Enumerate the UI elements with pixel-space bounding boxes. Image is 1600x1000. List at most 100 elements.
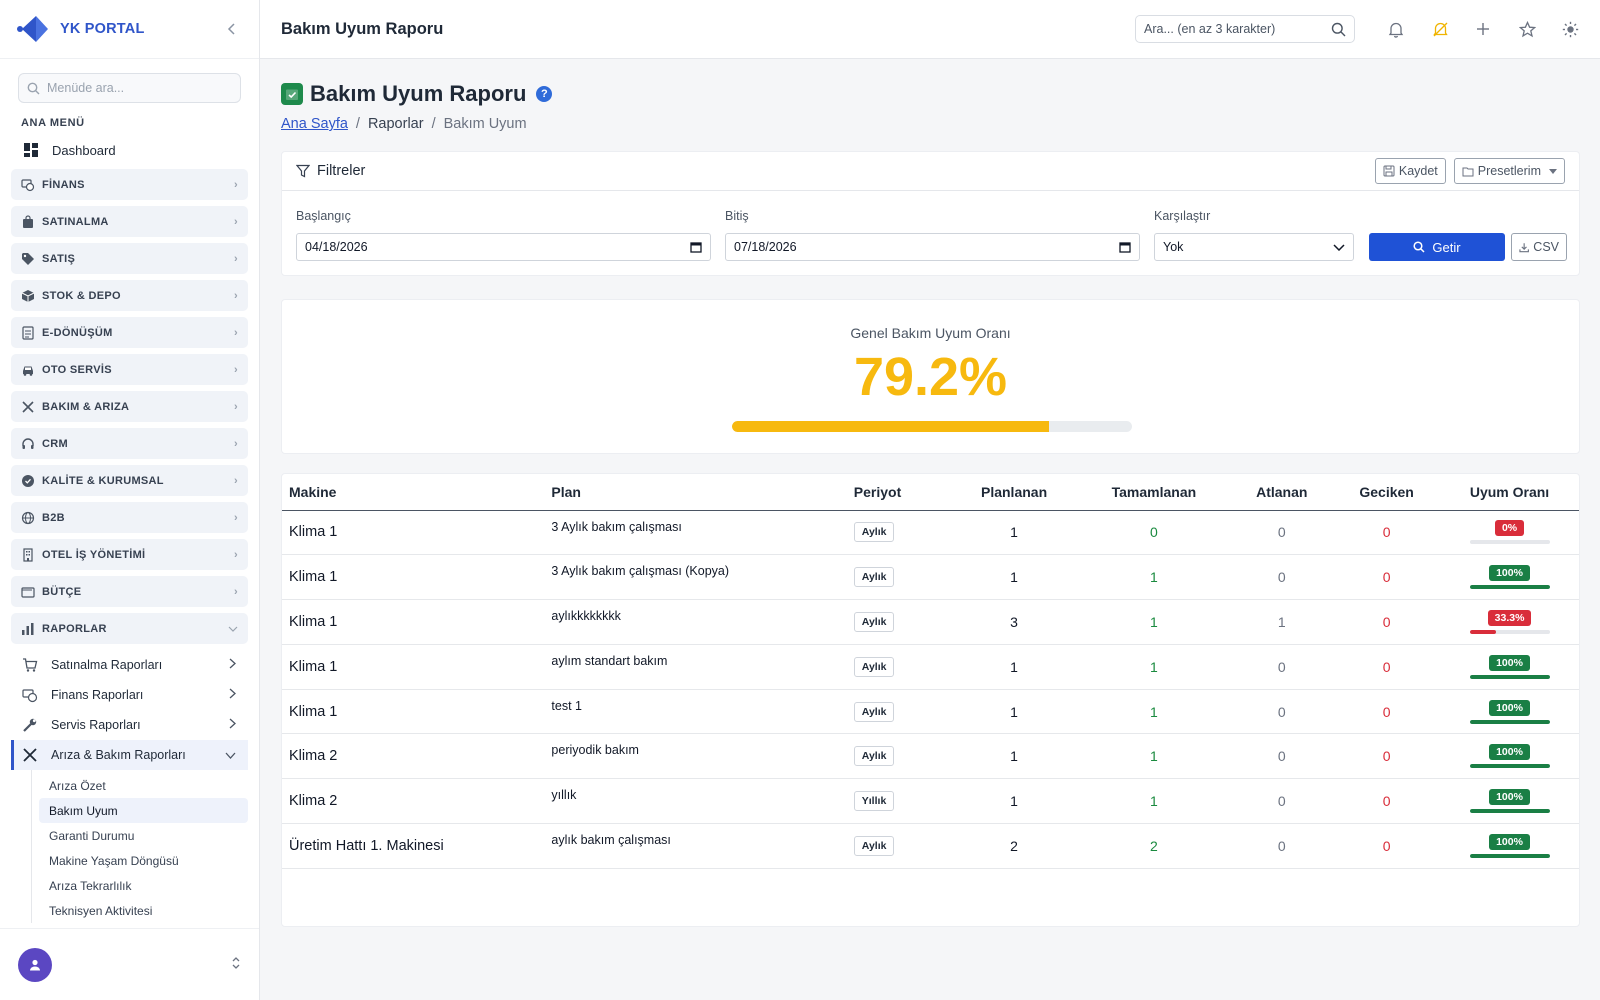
sidebar-group-stok-depo[interactable]: STOK & DEPO ›	[11, 280, 248, 311]
folder-icon	[1462, 167, 1474, 176]
rate-bar-fill	[1469, 809, 1550, 814]
period-badge: Aylık	[853, 567, 895, 588]
sidebar-group-satinalma[interactable]: SATINALMA ›	[11, 206, 248, 237]
star-icon[interactable]	[1516, 18, 1538, 40]
presets-label: Presetlerim	[1477, 164, 1541, 178]
cell-completed: 0	[1150, 524, 1158, 541]
search-icon[interactable]	[1331, 22, 1346, 37]
cell-machine: Klima 1	[289, 703, 338, 720]
overall-compliance-bar	[732, 421, 1132, 432]
bell-off-icon[interactable]	[1429, 18, 1451, 40]
rate-bar	[1469, 674, 1550, 679]
help-icon[interactable]: ?	[536, 86, 553, 102]
rate-bar	[1469, 629, 1550, 634]
table-row[interactable]: Klima 1 aylıkkkkkkkk Aylık 3 1 1 0 33.3%	[282, 600, 1579, 645]
avatar[interactable]	[18, 947, 52, 982]
sidebar-group-e-donusum[interactable]: E-DÖNÜŞÜM ›	[11, 317, 248, 348]
sidebar-item-dashboard[interactable]: Dashboard	[0, 137, 259, 163]
sidebar-item-servis-raporlari[interactable]: Servis Raporları	[11, 710, 248, 740]
sidebar-leaf-makine-yasam-dongusu[interactable]: Makine Yaşam Döngüsü	[49, 853, 179, 868]
table-row[interactable]: Üretim Hattı 1. Makinesi aylık bakım çalı…	[282, 824, 1579, 869]
sidebar-group-butce[interactable]: BÜTÇE ›	[11, 576, 248, 607]
calendar-icon[interactable]	[1119, 241, 1131, 253]
cell-completed: 1	[1150, 613, 1158, 630]
plus-icon[interactable]	[1472, 18, 1494, 40]
column-header-geciken[interactable]: Geciken	[1359, 483, 1414, 500]
fetch-button[interactable]: Getir	[1369, 233, 1505, 261]
cell-skipped: 0	[1277, 837, 1286, 854]
collapse-sidebar-icon[interactable]	[221, 18, 243, 40]
cell-plan: 3 Aylık bakım çalışması	[551, 519, 682, 534]
column-header-tamamlanan[interactable]: Tamamlanan	[1111, 483, 1197, 500]
expand-updown-icon[interactable]	[231, 956, 241, 973]
csv-export-button[interactable]: CSV	[1511, 233, 1567, 261]
table-row[interactable]: Klima 2 periyodik bakım Aylık 1 1 0 0 100%	[282, 734, 1579, 779]
finance-icon	[21, 178, 35, 192]
table-row[interactable]: Klima 2 yıllık Yıllık 1 1 0 0 100%	[282, 779, 1579, 824]
sun-icon[interactable]	[1559, 18, 1581, 40]
sidebar-group-finans[interactable]: FİNANS ›	[11, 169, 248, 200]
brand-logo[interactable]	[16, 12, 50, 46]
compliance-table: Makine Plan Periyot Planlanan Tamamlanan…	[282, 474, 1579, 869]
rate-badge: 0%	[1494, 520, 1525, 537]
sidebar-group-bakim-ariza[interactable]: BAKIM & ARIZA ›	[11, 391, 248, 422]
sidebar-leaf-teknisyen-aktivitesi[interactable]: Teknisyen Aktivitesi	[49, 903, 153, 918]
compare-value: Yok	[1163, 240, 1184, 254]
table-row[interactable]: Klima 1 3 Aylık bakım çalışması (Kopya) Ay…	[282, 555, 1579, 600]
sidebar-leaf-ariza-ozet[interactable]: Arıza Özet	[49, 778, 106, 793]
start-date-label: Başlangıç	[296, 209, 351, 223]
table-row[interactable]: Klima 1 3 Aylık bakım çalışması Aylık 1 0 0 0 0…	[282, 510, 1579, 555]
column-header-atlanan[interactable]: Atlanan	[1256, 483, 1308, 500]
sidebar-group-oto-servis[interactable]: OTO SERVİS ›	[11, 354, 248, 385]
sidebar-leaf-ariza-tekrarlilik[interactable]: Arıza Tekrarlılık	[49, 878, 132, 893]
search-icon	[1413, 241, 1425, 253]
document-icon	[21, 325, 35, 340]
tools-icon	[21, 400, 35, 414]
bell-icon[interactable]	[1385, 18, 1407, 40]
period-badge: Aylık	[853, 522, 895, 543]
sidebar-group-otel[interactable]: OTEL İŞ YÖNETİMİ ›	[11, 539, 248, 570]
calendar-icon[interactable]	[690, 241, 702, 253]
column-header-plan[interactable]: Plan	[551, 483, 581, 500]
start-date-input[interactable]: 04/18/2026	[296, 233, 711, 261]
global-search-input[interactable]: Ara... (en az 3 karakter)	[1135, 15, 1355, 43]
sidebar-group-crm[interactable]: CRM ›	[11, 428, 248, 459]
sidebar-group-satis[interactable]: SATIŞ ›	[11, 243, 248, 274]
overall-compliance-bar-fill	[732, 421, 1049, 432]
sidebar-group-label: E-DÖNÜŞÜM	[42, 326, 113, 339]
breadcrumb-home-link[interactable]: Ana Sayfa	[281, 116, 348, 132]
table-row[interactable]: Klima 1 aylım standart bakım Aylık 1 1 0 0 100%	[282, 644, 1579, 690]
sidebar-item-satinalma-raporlari[interactable]: Satınalma Raporları	[11, 650, 248, 680]
sidebar-item-finans-raporlari[interactable]: Finans Raporları	[11, 680, 248, 710]
cell-late: 0	[1382, 703, 1391, 720]
sidebar-leaf-garanti-durumu[interactable]: Garanti Durumu	[49, 828, 135, 843]
compare-select[interactable]: Yok	[1154, 233, 1354, 261]
column-header-makine[interactable]: Makine	[289, 483, 337, 500]
rate-badge: 100%	[1489, 654, 1530, 671]
overall-compliance-value: 79.2%	[853, 347, 1008, 407]
dashboard-icon	[24, 143, 38, 157]
sidebar-group-kalite[interactable]: KALİTE & KURUMSAL ›	[11, 465, 248, 496]
table-row[interactable]: Klima 1 test 1 Aylık 1 1 0 0 100%	[282, 689, 1579, 734]
sidebar-item-ariza-bakim-raporlari[interactable]: Arıza & Bakım Raporları	[11, 740, 248, 770]
cell-completed: 1	[1150, 748, 1158, 765]
sidebar-group-b2b[interactable]: B2B ›	[11, 502, 248, 533]
column-header-uyum-orani[interactable]: Uyum Oranı	[1469, 483, 1550, 500]
column-header-periyot[interactable]: Periyot	[853, 483, 902, 500]
cell-planned: 1	[1010, 793, 1018, 810]
tools-icon	[22, 747, 38, 763]
search-icon	[27, 82, 40, 94]
column-header-planlanan[interactable]: Planlanan	[980, 483, 1048, 500]
cell-plan: aylıkkkkkkkk	[551, 609, 621, 624]
sidebar-leaf-bakim-uyum[interactable]: Bakım Uyum	[39, 798, 248, 823]
brand-name: YK PORTAL	[60, 21, 145, 37]
sidebar-group-raporlar[interactable]: RAPORLAR	[11, 613, 248, 644]
presets-dropdown[interactable]: Presetlerim	[1453, 158, 1565, 184]
bag-icon	[21, 214, 35, 229]
sidebar-group-label: KALİTE & KURUMSAL	[42, 474, 164, 487]
save-preset-button[interactable]: Kaydet	[1374, 158, 1446, 184]
menu-search-input[interactable]: Menüde ara...	[18, 73, 241, 103]
chevron-right-icon: ›	[234, 400, 238, 413]
topbar-title: Bakım Uyum Raporu	[281, 19, 444, 38]
end-date-input[interactable]: 07/18/2026	[725, 233, 1140, 261]
